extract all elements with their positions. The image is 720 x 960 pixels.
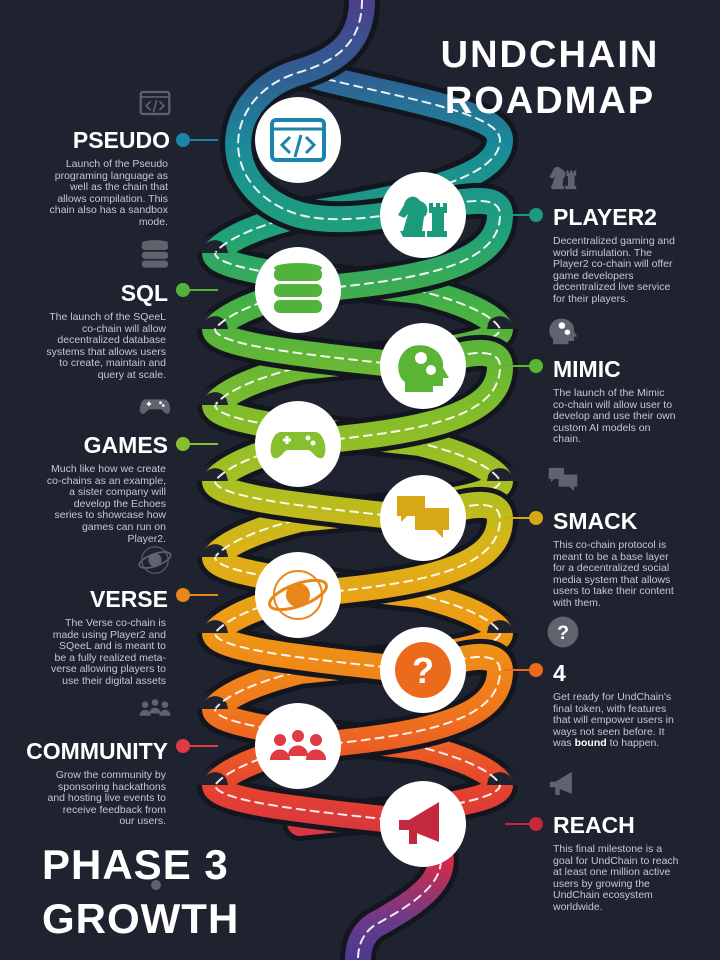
milestone-desc-pseudo: Launch of the Pseudo programing language… [49, 158, 169, 228]
connector-dot [529, 511, 543, 525]
milestone-circle-reach [380, 781, 466, 867]
milestone-label-smack: SMACK [553, 508, 638, 534]
question-mark-icon: ? [395, 642, 451, 698]
milestone-label-reach: REACH [553, 812, 635, 838]
milestone-circle-sql [255, 247, 341, 333]
small-planet-orbit-icon [138, 546, 172, 574]
code-window-icon [270, 118, 326, 162]
people-group-icon [270, 730, 326, 760]
small-megaphone-icon [549, 771, 572, 795]
desc-4-bold: bound [574, 737, 607, 750]
desc-4-post: to happen. [606, 737, 660, 750]
small-people-group-icon [139, 699, 171, 716]
gamepad-icon [270, 432, 326, 459]
milestone-circle-player2 [380, 172, 466, 258]
connector-dot [529, 663, 543, 677]
svg-text:?: ? [412, 650, 434, 691]
small-code-window-icon [139, 90, 171, 116]
milestone-circle-mimic [380, 323, 466, 409]
milestone-circle-4: ? [380, 627, 466, 713]
milestone-label-community: COMMUNITY [26, 738, 168, 764]
roadmap-title: UNDCHAIN ROADMAP [420, 32, 680, 124]
chess-pieces-icon [398, 196, 447, 237]
megaphone-icon [399, 802, 439, 844]
milestone-label-mimic: MIMIC [553, 356, 621, 382]
small-database-icon [141, 240, 169, 268]
small-question-mark-icon: ? [547, 616, 579, 648]
planet-orbit-icon [268, 570, 328, 620]
small-gamepad-icon [139, 399, 171, 414]
small-chat-bubbles-icon [548, 467, 578, 491]
small-brain-gears-icon [549, 318, 578, 345]
small-chess-pieces-icon [549, 166, 577, 190]
milestone-label-games: GAMES [83, 432, 168, 458]
milestone-label-verse: VERSE [90, 586, 168, 612]
milestone-circle-pseudo [255, 97, 341, 183]
milestone-desc-4: Get ready for UndChain's final token, wi… [553, 691, 681, 750]
connector-dot [176, 739, 190, 753]
milestone-desc-smack: This co-chain protocol is meant to be a … [553, 539, 674, 609]
connector-lines [176, 133, 543, 831]
milestone-label-player2: PLAYER2 [553, 204, 657, 230]
milestone-label-pseudo: PSEUDO [72, 127, 170, 153]
desc-4-pre: Get ready for UndChain's final token, wi… [553, 691, 674, 750]
connector-dot [529, 208, 543, 222]
phase-title: PHASE 3 GROWTH [42, 838, 239, 946]
title-line-1: UNDCHAIN [440, 34, 660, 76]
database-icon [274, 263, 322, 313]
connector-dot [529, 359, 543, 373]
connector-dot [176, 437, 190, 451]
milestone-circle-smack [380, 475, 466, 561]
small-icons: ? [138, 90, 579, 890]
connector-dot [176, 133, 190, 147]
milestone-desc-player2: Decentralized gaming and world simulatio… [553, 235, 675, 305]
svg-text:?: ? [557, 622, 569, 644]
milestone-desc-verse: The Verse co-chain is made using Player2… [51, 617, 166, 687]
milestone-desc-sql: The launch of the SQeeL co-chain will al… [46, 311, 166, 381]
milestone-desc-community: Grow the community by sponsoring hackath… [47, 769, 167, 828]
milestone-desc-games: Much like how we create co-chains as an … [46, 463, 166, 545]
milestone-circle-community [255, 703, 341, 789]
milestone-desc-mimic: The launch of the Mimic co-chain will al… [553, 387, 676, 446]
milestone-label-sql: SQL [120, 280, 168, 306]
milestone-circle-games [255, 401, 341, 487]
phase-line-2: GROWTH [42, 895, 240, 942]
phase-line-1: PHASE 3 [42, 841, 229, 888]
connector-dot [176, 588, 190, 602]
title-line-2: ROADMAP [444, 80, 656, 122]
milestone-label-4: 4 [553, 660, 566, 686]
brain-gears-icon [398, 345, 449, 392]
connector-dot [176, 283, 190, 297]
chat-bubbles-icon [397, 496, 449, 538]
milestone-circle-verse [255, 552, 341, 638]
milestone-desc-reach: This final milestone is a goal for UndCh… [553, 843, 679, 913]
connector-dot [529, 817, 543, 831]
phase-dot [151, 880, 161, 890]
milestone-circles: ? [255, 97, 466, 867]
